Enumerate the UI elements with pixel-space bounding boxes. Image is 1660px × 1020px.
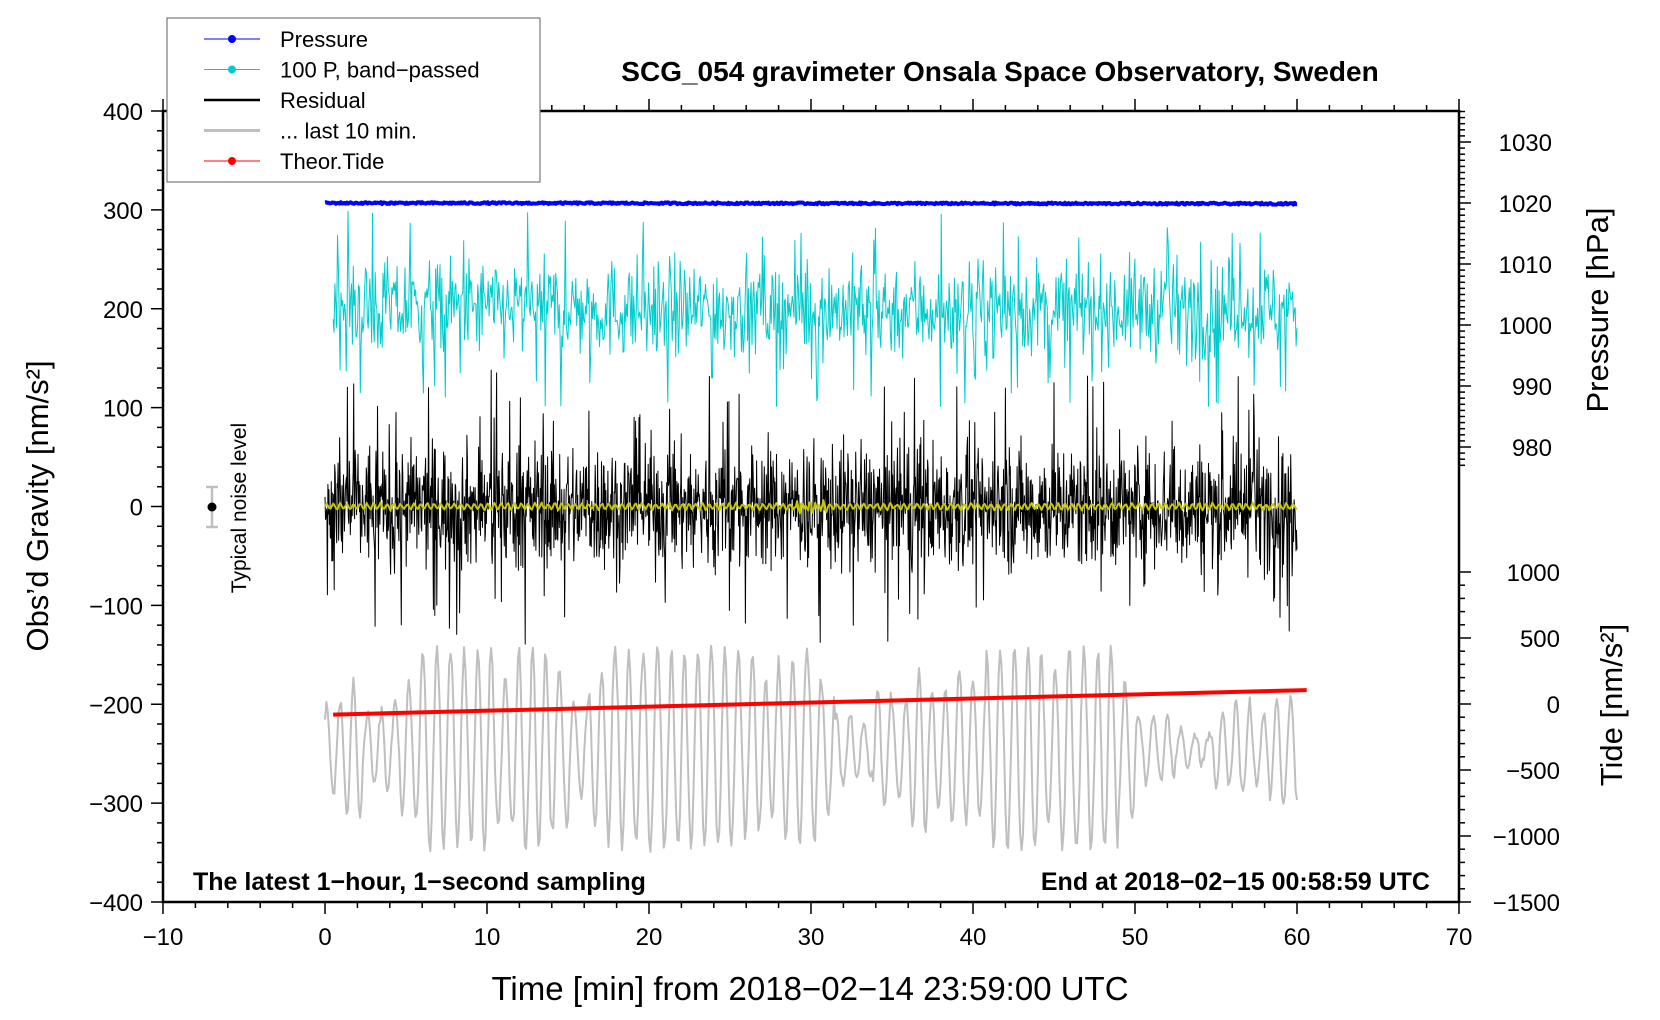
y-left-tick-label: −100 [89,593,143,620]
legend-label: ... last 10 min. [280,119,417,144]
noise-level-indicator: Typical noise level [206,423,251,593]
legend-marker-icon [228,65,236,74]
x-tick-label: 60 [1284,924,1311,951]
y-left-tick-label: 0 [130,495,143,522]
y-left-tick-label: −200 [89,692,143,719]
legend-item: Pressure [204,27,368,52]
series-residual [324,369,1298,645]
legend-label: Theor.Tide [280,149,384,174]
legend-label: 100 P, band−passed [280,58,480,83]
series-theoretical-tide [333,688,1307,717]
tide-tick-label: −500 [1506,758,1560,785]
y-axis-left-label: Obs’d Gravity [nm/s²] [20,360,55,651]
y-left-tick-label: 200 [103,297,143,324]
pressure-tick-label: 990 [1512,374,1552,401]
legend-marker-icon [228,35,236,43]
tide-tick-label: −1500 [1493,890,1560,917]
legend-label: Residual [280,88,366,113]
ticks-layer: −10 0 10 20 30 40 50 60 704003002001000−100−200−… [89,99,1560,951]
legend: Pressure 100 P, band−passed Residual ... la… [166,17,541,183]
noise-level-dot [207,502,217,512]
y-axis-tide-label: Tide [nm/s²] [1594,624,1629,787]
legend-item: Theor.Tide [204,149,384,174]
series-pressure [324,200,1298,207]
tide-tick-label: 500 [1520,626,1560,653]
series-residual-smoothed [324,499,1298,515]
x-tick-label: 40 [960,924,987,951]
y-left-tick-label: 100 [103,396,143,423]
noise-level-label: Typical noise level [228,423,251,593]
tide-tick-label: 1000 [1507,560,1560,587]
y-axis-pressure-label: Pressure [hPa] [1580,207,1615,412]
series-last-10-min [324,644,1298,853]
series-pressure-bandpassed [332,210,1298,407]
pressure-tick-label: 1030 [1499,130,1552,157]
series-layer [324,200,1307,853]
x-tick-label: 50 [1122,924,1149,951]
x-tick-label: −10 [143,924,184,951]
x-axis-label: Time [min] from 2018−02−14 23:59:00 UTC [491,970,1128,1007]
x-tick-label: 0 [318,924,331,951]
pressure-tick-label: 1010 [1499,252,1552,279]
pressure-tick-label: 980 [1512,435,1552,462]
legend-item: ... last 10 min. [204,119,417,144]
tide-tick-label: −1000 [1493,824,1560,851]
y-left-tick-label: −300 [89,791,143,818]
y-left-tick-label: −400 [89,890,143,917]
chart-title: SCG_054 gravimeter Onsala Space Observat… [621,56,1378,87]
y-left-tick-label: 300 [103,198,143,225]
x-tick-label: 30 [798,924,825,951]
pressure-tick-label: 1020 [1499,191,1552,218]
annotation-left: The latest 1−hour, 1−second sampling [193,868,646,896]
legend-marker-icon [228,157,236,165]
x-tick-label: 10 [474,924,501,951]
tide-tick-label: 0 [1547,692,1560,719]
annotation-right: End at 2018−02−15 00:58:59 UTC [1041,868,1430,896]
pressure-tick-label: 1000 [1499,313,1552,340]
legend-item: 100 P, band−passed [204,58,480,83]
legend-item: Residual [204,88,366,113]
legend-label: Pressure [280,27,368,52]
y-left-tick-label: 400 [103,99,143,126]
x-tick-label: 70 [1446,924,1473,951]
x-tick-label: 20 [636,924,663,951]
